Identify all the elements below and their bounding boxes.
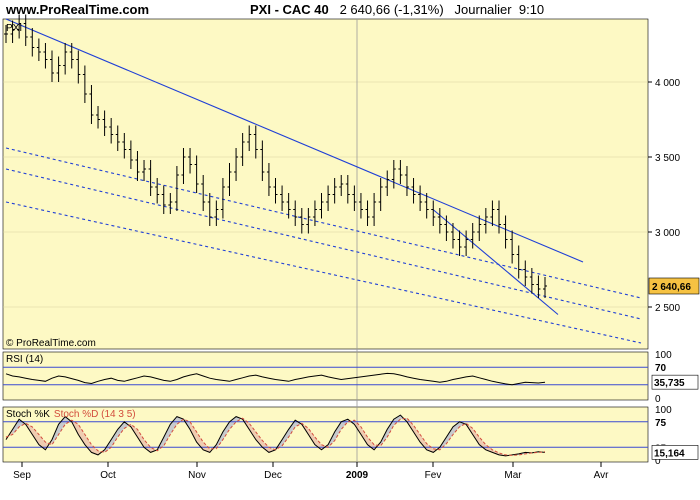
current-price-badge [648, 277, 700, 295]
x-tick-label: Oct [100, 470, 116, 481]
stoch-fill [314, 437, 322, 450]
rsi-tick-label: 70 [655, 363, 667, 374]
stoch-fill [367, 437, 375, 450]
stoch-fill [229, 416, 237, 430]
price-panel [2, 18, 649, 350]
stoch-fill [190, 421, 197, 443]
stoch-fill [393, 415, 401, 426]
rsi-series-line [5, 372, 546, 386]
trend-line[interactable] [5, 18, 584, 263]
stoch-fill [163, 424, 171, 446]
x-tick-label: Nov [188, 470, 206, 481]
stoch-fill [170, 416, 177, 435]
current-price-label: 2 640,66 [652, 282, 691, 293]
symbol-label: PXI [6, 23, 22, 34]
stoch-fill [216, 431, 223, 449]
last-value-label: 2 640,66 [339, 2, 391, 17]
stoch-fill [58, 416, 66, 435]
stoch-fill [78, 424, 85, 445]
site-name[interactable]: www.ProRealTime.com [6, 2, 150, 17]
stoch-fill [84, 434, 92, 453]
stoch-fill [288, 420, 296, 438]
x-tick-label: 2009 [346, 470, 369, 481]
rsi-tick-label: 100 [655, 350, 672, 361]
price-tick-label: 2 500 [655, 303, 680, 314]
stoch-fill [176, 416, 184, 425]
stoch-fill [255, 431, 263, 448]
chart-header: www.ProRealTime.com PXI - CAC 40 2 640,6… [0, 0, 700, 18]
stoch-fill [262, 440, 269, 453]
instrument-label: PXI - CAC 40 [250, 2, 329, 17]
stoch-fill [65, 416, 72, 425]
rsi-value-badge [651, 374, 699, 390]
watermark: © ProRealTime.com [6, 338, 96, 349]
trend-line[interactable] [5, 147, 642, 299]
stoch-fill [452, 421, 460, 435]
stoch-fill [144, 439, 151, 453]
stoch-fill [249, 423, 256, 440]
stoch-fill [117, 421, 125, 438]
chart-title: PXI - CAC 40 2 640,66 (-1,31%) Journalie… [250, 2, 544, 17]
stoch-fill [360, 426, 368, 445]
change-label: (-1,31%) [393, 2, 444, 17]
stoch-value-label: 15,164 [654, 448, 685, 459]
stoch-fill [446, 426, 453, 444]
price-tick-label: 3 500 [655, 153, 680, 164]
trend-line[interactable] [5, 168, 642, 320]
stoch-fill [413, 425, 421, 443]
stoch-tick-label: 100 [655, 405, 672, 416]
stoch-tick-label: 0 [655, 456, 661, 467]
stoch-panel [2, 406, 649, 463]
trend-line[interactable] [5, 201, 642, 344]
stoch-fill [268, 447, 276, 453]
price-tick-label: 3 000 [655, 228, 680, 239]
stoch-title: Stoch %K Stoch %D (14 3 5) [6, 409, 136, 420]
stoch-fill [222, 421, 230, 440]
stoch-fill [387, 419, 394, 438]
stoch-fill [472, 428, 480, 445]
stoch-fill [45, 439, 53, 450]
stoch-fill [12, 419, 20, 435]
rsi-title: RSI (14) [6, 354, 43, 365]
trend-line[interactable] [432, 209, 559, 315]
rsi-tick-label: 0 [655, 394, 661, 405]
x-tick-label: Fev [425, 470, 442, 481]
x-tick-label: Mar [504, 470, 522, 481]
stoch-fill [354, 420, 361, 435]
stoch-fill [282, 429, 289, 446]
stoch-tick-label: 75 [655, 418, 667, 429]
time-label: 9:10 [518, 2, 545, 17]
stoch-fill [479, 437, 486, 450]
stoch-fill [111, 429, 118, 448]
stoch-fill [334, 421, 342, 441]
stoch-value-badge [651, 445, 699, 460]
x-tick-label: Avr [594, 470, 609, 481]
stoch-fill [492, 449, 499, 455]
price-tick-label: 4 000 [655, 78, 680, 89]
stoch-fill [137, 429, 145, 448]
period-label[interactable]: Journalier [454, 2, 512, 17]
stoch-k-legend: Stoch %K [6, 409, 50, 420]
stoch-fill [308, 428, 315, 445]
x-tick-label: Dec [264, 470, 282, 481]
stoch-fill [196, 431, 204, 450]
stoch-fill [420, 434, 427, 450]
stoch-series-line [5, 417, 546, 456]
stoch-fill [459, 421, 467, 427]
rsi-value-label: 35,735 [654, 378, 685, 389]
stoch-d-legend: Stoch %D (14 3 5) [54, 409, 136, 420]
stoch-fill [32, 426, 39, 445]
x-tick-label: Sep [13, 470, 31, 481]
